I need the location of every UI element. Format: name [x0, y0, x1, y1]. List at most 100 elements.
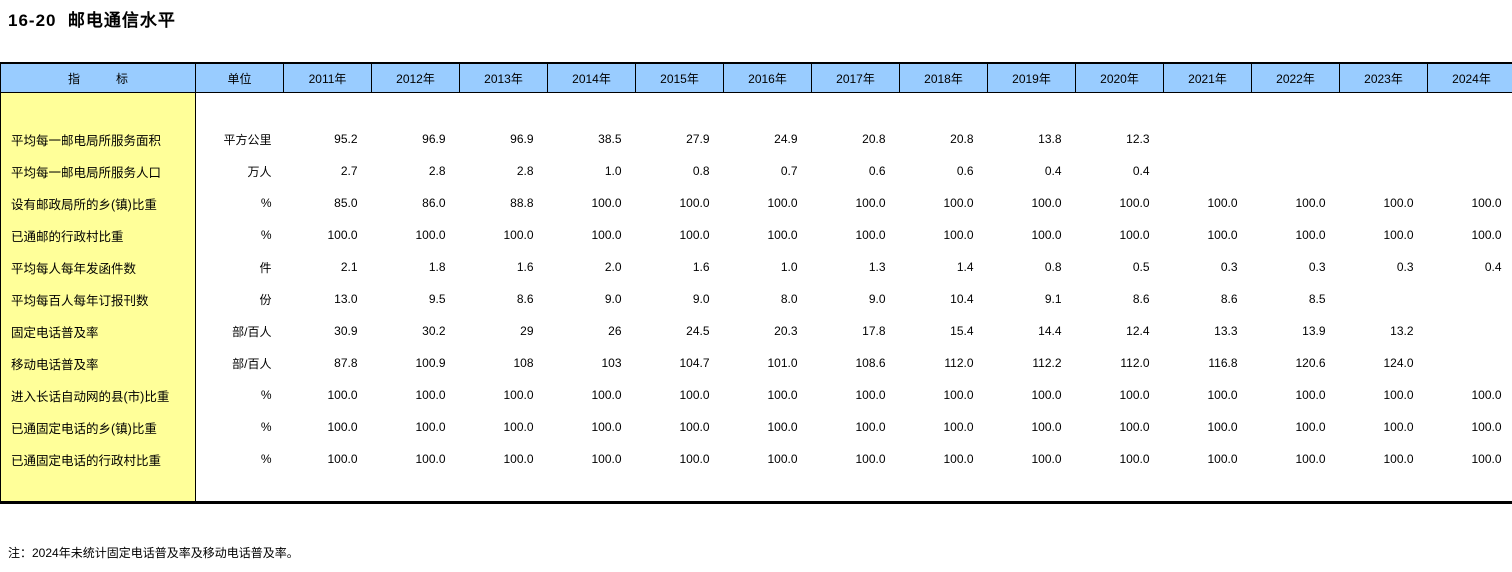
value-cell: 29 — [520, 324, 534, 338]
page-title: 16-20 邮电通信水平 — [8, 11, 176, 30]
value-cell: 100.0 — [327, 452, 358, 466]
indicator-label: 移动电话普及率 — [0, 347, 196, 379]
value-cell: 0.3 — [1396, 260, 1414, 274]
value-cell: 8.6 — [1220, 292, 1238, 306]
value-cell: 100.0 — [591, 196, 622, 210]
value-cell: 2.8 — [428, 164, 446, 178]
value-cell: 9.0 — [692, 292, 710, 306]
header-year-2015: 2015年 — [635, 62, 724, 93]
value-cell — [1428, 123, 1512, 155]
value-cell: 9.0 — [604, 292, 622, 306]
value-cell: 100.0 — [1295, 452, 1326, 466]
value-cell — [1340, 123, 1428, 155]
value-cell: 100.0 — [327, 228, 358, 242]
value-cell: 20.8 — [862, 132, 886, 146]
value-cell: 96.9 — [422, 132, 446, 146]
value-cell: 100.0 — [855, 420, 886, 434]
value-cell: 100.0 — [1383, 228, 1414, 242]
indicator-label: 平均每百人每年订报刊数 — [0, 283, 196, 315]
value-cell — [1164, 123, 1252, 155]
table-row: 平均每百人每年订报刊数 份 13.0 9.5 8.6 9.0 9.0 8.0 9.0 10.4 9.… — [0, 283, 1512, 315]
value-cell: 87.8 — [334, 356, 358, 370]
table-row: 已通邮的行政村比重% 100.0 100.0 100.0 100.0 100.0 100.0… — [0, 219, 1512, 251]
empty-cell — [196, 93, 1512, 124]
statistics-table: 指 标 单位 2011年 2012年 2013年 2014年 2015年 2016年 201… — [0, 62, 1512, 504]
table-row: 固定电话普及率 部/百人 30.9 30.2 29 26 24.5 20.3 17.8 15.4 1… — [0, 315, 1512, 347]
value-cell: 100.0 — [503, 420, 534, 434]
header-year-2019: 2019年 — [987, 62, 1076, 93]
value-cell: 100.0 — [1031, 196, 1062, 210]
value-cell: 30.9 — [334, 324, 358, 338]
value-cell: 9.5 — [428, 292, 446, 306]
value-cell — [1428, 315, 1512, 347]
value-cell: 0.3 — [1220, 260, 1238, 274]
empty-cell — [196, 475, 1512, 503]
value-cell: 100.0 — [1119, 196, 1150, 210]
header-year-2013: 2013年 — [459, 62, 548, 93]
value-cell: 27.9 — [686, 132, 710, 146]
value-cell: 0.4 — [1044, 164, 1062, 178]
value-cell: 100.0 — [1031, 388, 1062, 402]
value-cell: 100.0 — [503, 452, 534, 466]
header-year-2024: 2024年 — [1427, 62, 1512, 93]
unit-cell: 份 — [259, 292, 272, 307]
value-cell — [1428, 155, 1512, 187]
value-cell: 1.6 — [692, 260, 710, 274]
value-cell: 100.0 — [503, 388, 534, 402]
value-cell: 100.0 — [1119, 228, 1150, 242]
value-cell: 8.5 — [1308, 292, 1326, 306]
value-cell: 120.6 — [1295, 356, 1326, 370]
value-cell: 100.0 — [591, 388, 622, 402]
indicator-label: 已通邮的行政村比重 — [0, 219, 196, 251]
value-cell: 0.6 — [868, 164, 886, 178]
value-cell: 8.6 — [516, 292, 534, 306]
value-cell: 124.0 — [1383, 356, 1414, 370]
value-cell: 96.9 — [510, 132, 534, 146]
value-cell: 1.0 — [604, 164, 622, 178]
value-cell: 100.0 — [1383, 452, 1414, 466]
footnote: 注：2024年未统计固定电话普及率及移动电话普及率。 — [8, 546, 299, 560]
header-year-2011: 2011年 — [283, 62, 372, 93]
header-year-2023: 2023年 — [1339, 62, 1428, 93]
value-cell: 13.8 — [1038, 132, 1062, 146]
value-cell: 100.0 — [591, 420, 622, 434]
value-cell: 100.0 — [679, 420, 710, 434]
value-cell: 88.8 — [510, 196, 534, 210]
indicator-label: 已通固定电话的乡(镇)比重 — [0, 411, 196, 443]
statistics-table-container: 指 标 单位 2011年 2012年 2013年 2014年 2015年 2016年 201… — [0, 62, 1512, 504]
table-row: 已通固定电话的乡(镇)比重% 100.0 100.0 100.0 100.0 100.0 1… — [0, 411, 1512, 443]
value-cell: 100.0 — [1471, 420, 1502, 434]
value-cell: 100.0 — [1207, 228, 1238, 242]
value-cell: 100.0 — [943, 452, 974, 466]
header-indicator: 指 标 — [0, 62, 196, 93]
value-cell: 13.2 — [1390, 324, 1414, 338]
value-cell: 85.0 — [334, 196, 358, 210]
value-cell: 0.4 — [1132, 164, 1150, 178]
value-cell: 0.7 — [780, 164, 798, 178]
value-cell: 100.0 — [767, 420, 798, 434]
table-row: 平均每一邮电局所服务人口 万人 2.7 2.8 2.8 1.0 0.8 0.7 0.6 0.6 0.… — [0, 155, 1512, 187]
value-cell: 100.0 — [679, 196, 710, 210]
value-cell — [1340, 283, 1428, 315]
unit-cell: % — [260, 196, 272, 210]
indicator-label: 平均每人每年发函件数 — [0, 251, 196, 283]
value-cell: 100.0 — [327, 420, 358, 434]
value-cell: 100.0 — [1295, 196, 1326, 210]
header-unit: 单位 — [195, 62, 284, 93]
value-cell: 100.0 — [1471, 228, 1502, 242]
unit-cell: 万人 — [247, 164, 272, 179]
value-cell: 100.9 — [415, 356, 446, 370]
value-cell: 100.0 — [1207, 196, 1238, 210]
value-cell: 100.0 — [1031, 228, 1062, 242]
value-cell: 13.9 — [1302, 324, 1326, 338]
value-cell: 100.0 — [855, 228, 886, 242]
value-cell: 104.7 — [679, 356, 710, 370]
value-cell — [1252, 123, 1340, 155]
value-cell: 100.0 — [943, 388, 974, 402]
value-cell: 95.2 — [334, 132, 358, 146]
value-cell: 100.0 — [1207, 452, 1238, 466]
unit-cell: % — [260, 420, 272, 434]
value-cell: 100.0 — [767, 196, 798, 210]
value-cell — [1428, 283, 1512, 315]
value-cell: 100.0 — [1031, 420, 1062, 434]
